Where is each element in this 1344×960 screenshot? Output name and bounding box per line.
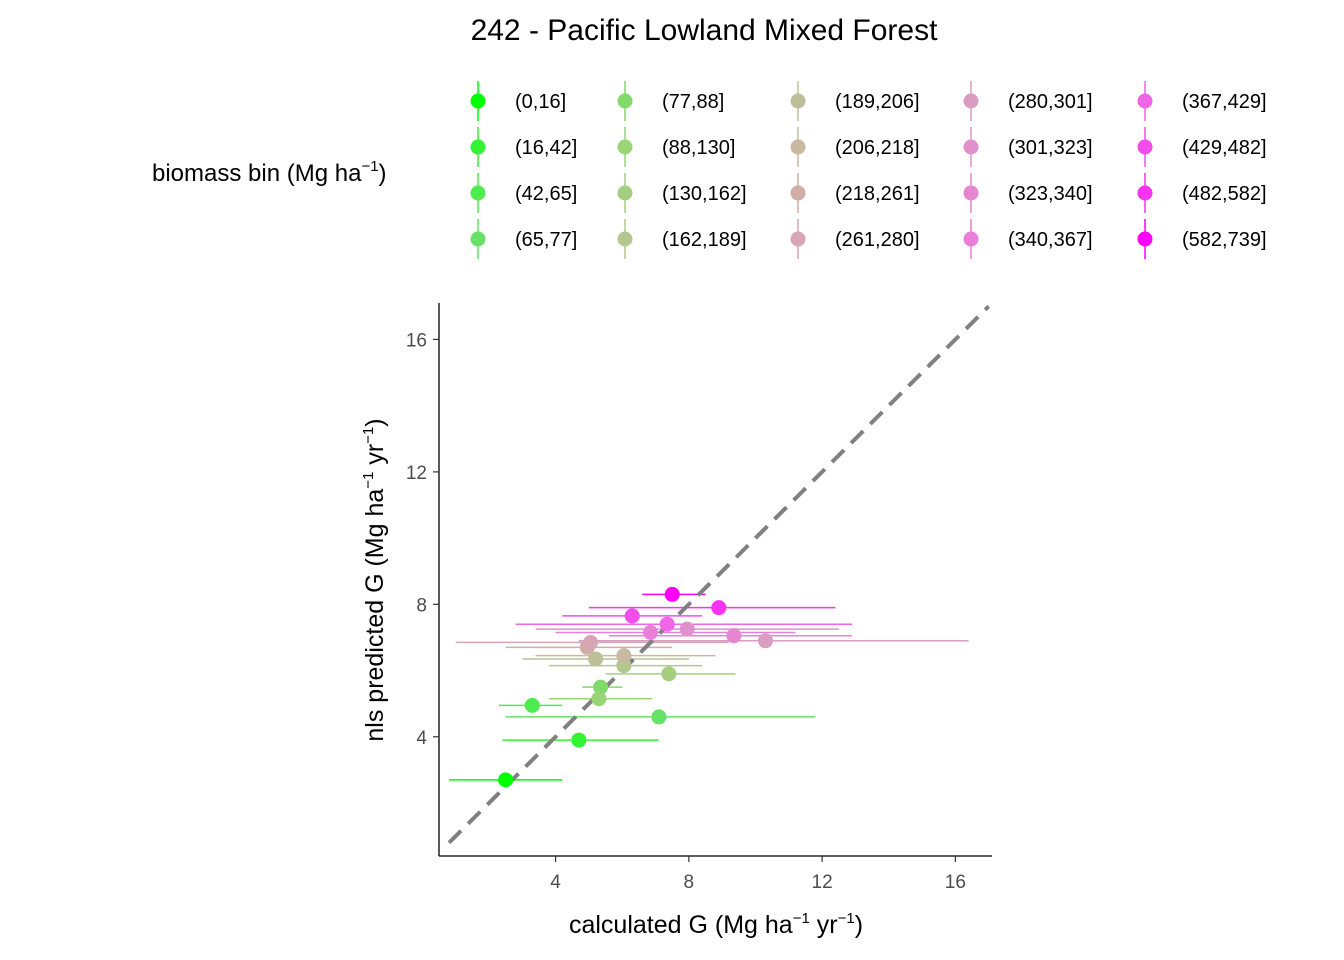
- data-point: [583, 634, 599, 650]
- legend-label: (429,482]: [1182, 137, 1267, 159]
- legend-label: (42,65]: [515, 183, 577, 205]
- legend-label: (301,323]: [1008, 137, 1093, 159]
- y-axis-title: nls predicted G (Mg ha−1 yr−1): [360, 418, 389, 741]
- x-axis-title: calculated G (Mg ha−1 yr−1): [569, 910, 863, 939]
- legend-label: (482,582]: [1182, 183, 1267, 205]
- data-point: [593, 679, 609, 695]
- data-point: [711, 600, 727, 616]
- legend-key-marker: [470, 93, 486, 109]
- data-point: [679, 621, 695, 637]
- data-point: [659, 616, 675, 632]
- legend-label: (88,130]: [662, 137, 735, 159]
- y-tick-label: 4: [416, 728, 427, 749]
- legend-key-marker: [963, 93, 979, 109]
- data-point: [643, 624, 659, 640]
- legend-key-marker: [617, 185, 633, 201]
- legend-key-marker: [790, 93, 806, 109]
- legend-key-marker: [790, 231, 806, 247]
- data-point: [588, 651, 604, 667]
- data-point: [651, 709, 667, 725]
- legend-label: (261,280]: [835, 229, 920, 251]
- x-tick-label: 12: [812, 872, 833, 893]
- data-point: [757, 633, 773, 649]
- data-point: [624, 608, 640, 624]
- y-tick-label: 12: [406, 463, 427, 484]
- data-point: [661, 666, 677, 682]
- legend-key-marker: [617, 93, 633, 109]
- legend-key-marker: [617, 139, 633, 155]
- data-point: [726, 628, 742, 644]
- legend-key-marker: [470, 231, 486, 247]
- data-point: [524, 697, 540, 713]
- legend-label: (206,218]: [835, 137, 920, 159]
- legend-label: (367,429]: [1182, 91, 1267, 113]
- legend-key-marker: [963, 139, 979, 155]
- legend-key-marker: [963, 231, 979, 247]
- legend-label: (323,340]: [1008, 183, 1093, 205]
- data-point: [498, 772, 514, 788]
- x-tick-label: 4: [550, 872, 561, 893]
- chart-title: 242 - Pacific Lowland Mixed Forest: [471, 14, 939, 47]
- data-point: [664, 586, 680, 602]
- x-tick-label: 16: [945, 872, 966, 893]
- legend-key-marker: [1137, 93, 1153, 109]
- legend-label: (65,77]: [515, 229, 577, 251]
- legend-key-marker: [617, 231, 633, 247]
- legend-label: (582,739]: [1182, 229, 1267, 251]
- legend-label: (130,162]: [662, 183, 747, 205]
- legend-key-marker: [1137, 139, 1153, 155]
- legend-label: (280,301]: [1008, 91, 1093, 113]
- legend-label: (218,261]: [835, 183, 920, 205]
- y-tick-label: 8: [416, 595, 427, 616]
- legend-label: (16,42]: [515, 137, 577, 159]
- data-point: [571, 732, 587, 748]
- legend-label: (77,88]: [662, 91, 724, 113]
- plot-area: 4 8 12 16 4 8 12 16: [406, 303, 992, 893]
- legend-key-marker: [470, 185, 486, 201]
- legend-key-marker: [470, 139, 486, 155]
- legend-key-marker: [963, 185, 979, 201]
- legend-label: (340,367]: [1008, 229, 1093, 251]
- legend-key-marker: [790, 185, 806, 201]
- identity-line: [447, 304, 991, 845]
- data-point: [591, 691, 607, 707]
- legend-key-marker: [790, 139, 806, 155]
- legend-label: (0,16]: [515, 91, 566, 113]
- y-tick-label: 16: [406, 330, 427, 351]
- legend: (0,16] (16,42] (42,65] (65,77] (77,88] (88,13…: [470, 81, 1267, 259]
- legend-key-marker: [1137, 185, 1153, 201]
- legend-label: (162,189]: [662, 229, 747, 251]
- legend-label: (189,206]: [835, 91, 920, 113]
- legend-title: biomass bin (Mg ha−1): [152, 158, 387, 187]
- x-tick-label: 8: [684, 872, 695, 893]
- data-point: [616, 648, 632, 664]
- legend-key-marker: [1137, 231, 1153, 247]
